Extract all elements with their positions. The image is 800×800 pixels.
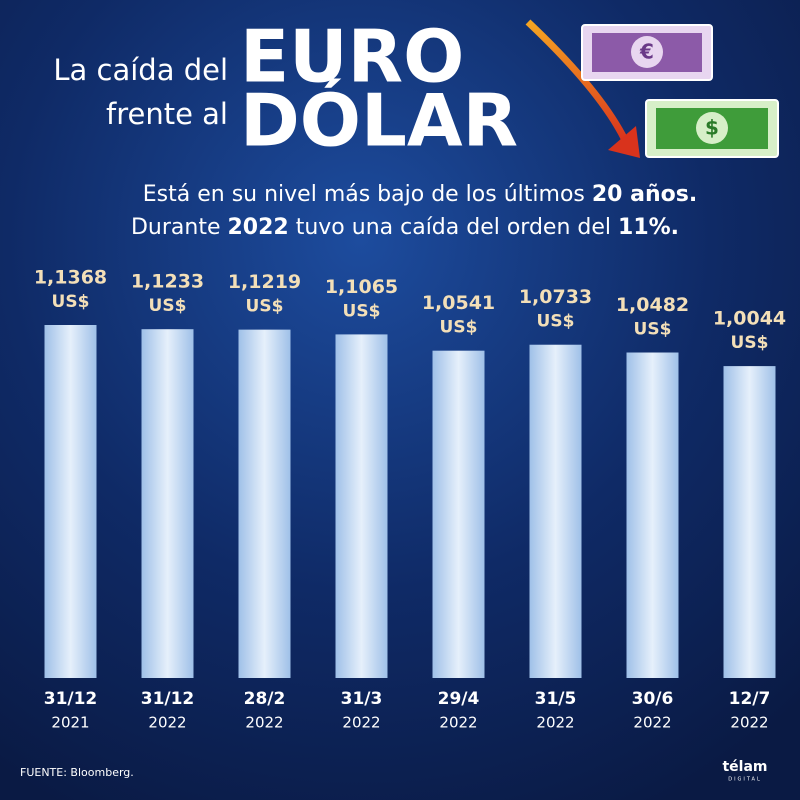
x-tick-sublabel: 2022 xyxy=(342,714,380,732)
logo: télam xyxy=(722,759,767,775)
bar xyxy=(335,334,388,678)
x-tick-label: 31/3 xyxy=(341,689,383,709)
value-label: 1,0541 xyxy=(422,292,495,314)
x-tick-sublabel: 2021 xyxy=(51,714,89,732)
subtitle-text: Durante xyxy=(131,215,228,240)
bar xyxy=(141,329,194,678)
euro-coin xyxy=(631,36,663,68)
unit-label: US$ xyxy=(343,301,381,321)
title-line: La caída del xyxy=(53,53,228,87)
bar xyxy=(626,352,679,678)
subtitle-bold: 2022 xyxy=(227,215,288,240)
x-tick-sublabel: 2022 xyxy=(633,714,671,732)
value-label: 1,0482 xyxy=(616,294,689,316)
dollar-symbol: $ xyxy=(705,116,719,140)
title-line: frente al xyxy=(106,97,228,131)
dollar-coin xyxy=(696,112,728,144)
value-label: 1,1368 xyxy=(34,267,107,289)
x-tick-label: 31/12 xyxy=(44,689,98,709)
x-tick-label: 29/4 xyxy=(438,689,480,709)
x-tick-label: 31/5 xyxy=(535,689,577,709)
arrow xyxy=(525,19,629,142)
subtitle: Durante 2022 tuvo una caída del orden de… xyxy=(131,215,679,240)
bar xyxy=(238,329,291,678)
title-big: DÓLAR xyxy=(240,79,518,163)
x-tick-label: 12/7 xyxy=(729,689,771,709)
value-label: 1,1219 xyxy=(228,271,301,293)
value-label: 1,0733 xyxy=(519,286,592,308)
x-tick-sublabel: 2022 xyxy=(439,714,477,732)
value-label: 1,1233 xyxy=(131,271,204,293)
logo-sub: DIGITAL xyxy=(728,777,762,783)
unit-label: US$ xyxy=(537,312,575,332)
source: FUENTE: Bloomberg. xyxy=(20,766,134,779)
unit-label: US$ xyxy=(440,318,478,338)
unit-label: US$ xyxy=(52,292,90,312)
x-tick-label: 31/12 xyxy=(141,689,195,709)
x-tick-sublabel: 2022 xyxy=(245,714,283,732)
x-tick-sublabel: 2022 xyxy=(148,714,186,732)
unit-label: US$ xyxy=(634,320,672,340)
bar xyxy=(44,325,97,678)
unit-label: US$ xyxy=(246,297,284,317)
x-tick-sublabel: 2022 xyxy=(536,714,574,732)
euro-symbol: € xyxy=(639,40,654,64)
bar xyxy=(723,366,776,678)
bar xyxy=(529,344,582,678)
subtitle-bold: 20 años. xyxy=(592,182,697,207)
subtitle-text: Está en su nivel más bajo de los últimos xyxy=(143,182,592,207)
x-tick-label: 30/6 xyxy=(632,689,674,709)
title-big: EURO xyxy=(240,15,464,99)
value-label: 1,1065 xyxy=(325,276,398,298)
subtitle-bold: 11%. xyxy=(618,215,679,240)
subtitle-text: tuvo una caída del orden del xyxy=(289,215,618,240)
unit-label: US$ xyxy=(149,296,187,316)
subtitle: Está en su nivel más bajo de los últimos… xyxy=(143,182,697,207)
value-label: 1,0044 xyxy=(713,308,786,330)
x-tick-label: 28/2 xyxy=(244,689,286,709)
x-tick-sublabel: 2022 xyxy=(730,714,768,732)
arrowhead xyxy=(608,126,640,158)
unit-label: US$ xyxy=(731,333,769,353)
bar xyxy=(432,350,485,678)
